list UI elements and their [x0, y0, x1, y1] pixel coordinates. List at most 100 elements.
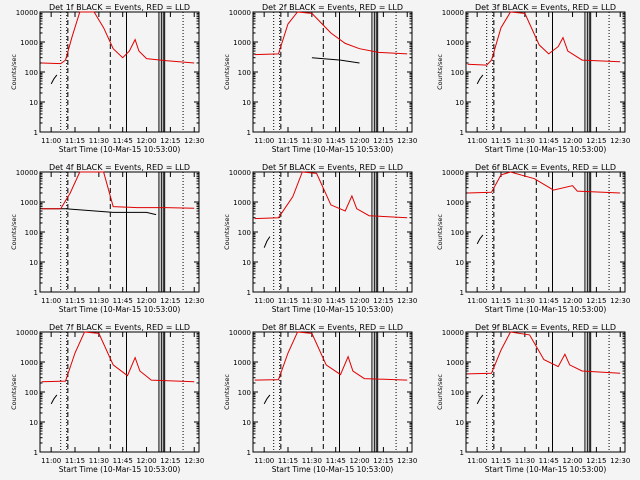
- x-tick-label: 12:15: [373, 297, 393, 305]
- y-tick-label: 10: [29, 259, 38, 267]
- x-tick-label: 11:15: [65, 457, 85, 465]
- x-tick-label: 11:45: [113, 457, 133, 465]
- x-tick-label: 11:15: [278, 457, 298, 465]
- y-tick-label: 1: [247, 129, 251, 137]
- detector-panel-2: Det 2f BLACK = Events, RED = LLD 1 10 100 10…: [223, 3, 417, 154]
- lld-series-line: [467, 171, 621, 194]
- y-tick-label: 1: [34, 289, 38, 297]
- events-series-line: [50, 74, 58, 85]
- y-axis-label: Counts/sec: [223, 374, 231, 410]
- panel-title: Det 1f BLACK = Events, RED = LLD: [49, 3, 190, 12]
- x-tick-label: 11:00: [41, 297, 61, 305]
- x-tick-label: 12:15: [373, 457, 393, 465]
- x-tick-label: 11:45: [326, 297, 346, 305]
- y-tick-label: 10: [455, 99, 464, 107]
- x-tick-label: 11:45: [326, 457, 346, 465]
- x-tick-label: 12:15: [586, 137, 606, 145]
- y-tick-label: 10: [242, 259, 251, 267]
- y-tick-label: 10000: [229, 169, 251, 177]
- y-tick-label: 1: [460, 129, 464, 137]
- detector-panel-5: Det 5f BLACK = Events, RED = LLD 1 10 100 10…: [223, 163, 417, 314]
- x-tick-label: 12:15: [373, 137, 393, 145]
- x-tick-label: 12:00: [562, 137, 582, 145]
- x-tick-label: 12:30: [610, 297, 630, 305]
- y-axis-label: Counts/sec: [223, 54, 231, 90]
- plot-frame: [252, 171, 413, 293]
- y-tick-label: 10000: [442, 169, 464, 177]
- events-series-line: [311, 57, 360, 64]
- x-axis-label: Start Time (10-Mar-15 10:53:00): [59, 145, 181, 154]
- x-tick-label: 11:00: [254, 137, 274, 145]
- detector-panel-9: Det 9f BLACK = Events, RED = LLD 1 10 100 10…: [436, 323, 630, 474]
- x-tick-label: 11:00: [467, 297, 487, 305]
- events-series-line: [263, 236, 271, 248]
- panel-title: Det 8f BLACK = Events, RED = LLD: [262, 323, 403, 332]
- y-tick-label: 100: [238, 69, 251, 77]
- y-tick-label: 10: [455, 419, 464, 427]
- y-tick-label: 10: [455, 259, 464, 267]
- y-tick-label: 10: [242, 419, 251, 427]
- plot-frame: [465, 171, 626, 293]
- lld-series-line: [41, 171, 195, 210]
- plot-frame: [252, 331, 413, 453]
- events-series-line: [41, 208, 157, 216]
- x-tick-label: 11:00: [41, 137, 61, 145]
- y-tick-label: 10: [29, 99, 38, 107]
- panel-title: Det 4f BLACK = Events, RED = LLD: [49, 163, 190, 172]
- x-tick-label: 12:30: [397, 297, 417, 305]
- y-tick-label: 1000: [20, 39, 38, 47]
- y-tick-label: 1000: [20, 359, 38, 367]
- lld-series-line: [41, 331, 195, 383]
- x-tick-label: 11:00: [41, 457, 61, 465]
- y-tick-label: 1: [34, 129, 38, 137]
- y-axis-label: Counts/sec: [10, 214, 18, 250]
- plot-frame: [39, 11, 200, 133]
- x-tick-label: 11:45: [539, 137, 559, 145]
- x-tick-label: 12:30: [184, 457, 204, 465]
- x-tick-label: 11:15: [65, 137, 85, 145]
- x-tick-label: 12:00: [136, 297, 156, 305]
- detector-panel-3: Det 3f BLACK = Events, RED = LLD 1 10 100 10…: [436, 3, 630, 154]
- panel-title: Det 6f BLACK = Events, RED = LLD: [475, 163, 616, 172]
- y-axis-label: Counts/sec: [10, 54, 18, 90]
- y-tick-label: 1000: [233, 359, 251, 367]
- x-axis-label: Start Time (10-Mar-15 10:53:00): [272, 465, 394, 474]
- x-tick-label: 12:00: [562, 297, 582, 305]
- x-tick-label: 11:15: [491, 297, 511, 305]
- x-tick-label: 11:30: [89, 457, 109, 465]
- panel-title: Det 9f BLACK = Events, RED = LLD: [475, 323, 616, 332]
- plot-frame: [252, 11, 413, 133]
- plot-frame: [465, 11, 626, 133]
- y-tick-label: 100: [451, 389, 464, 397]
- x-tick-label: 11:15: [491, 457, 511, 465]
- lld-series-line: [254, 11, 408, 56]
- y-axis-label: Counts/sec: [436, 214, 444, 250]
- x-tick-label: 11:00: [254, 457, 274, 465]
- y-tick-label: 10000: [16, 329, 38, 337]
- x-tick-label: 11:45: [113, 297, 133, 305]
- x-tick-label: 11:15: [278, 297, 298, 305]
- y-tick-label: 1000: [446, 359, 464, 367]
- panel-title: Det 3f BLACK = Events, RED = LLD: [475, 3, 616, 12]
- y-tick-label: 10000: [16, 169, 38, 177]
- y-tick-label: 1000: [233, 199, 251, 207]
- x-tick-label: 12:00: [349, 137, 369, 145]
- plot-frame: [39, 171, 200, 293]
- x-tick-label: 12:15: [160, 297, 180, 305]
- x-tick-label: 11:45: [113, 137, 133, 145]
- x-tick-label: 11:30: [515, 457, 535, 465]
- y-tick-label: 10: [242, 99, 251, 107]
- y-tick-label: 1000: [233, 39, 251, 47]
- lld-series-line: [467, 11, 621, 66]
- x-tick-label: 11:45: [539, 297, 559, 305]
- lld-series-line: [254, 171, 408, 220]
- x-tick-label: 12:30: [610, 137, 630, 145]
- x-tick-label: 11:00: [467, 137, 487, 145]
- detector-panel-8: Det 8f BLACK = Events, RED = LLD 1 10 100 10…: [223, 323, 417, 474]
- y-tick-label: 100: [451, 69, 464, 77]
- y-axis-label: Counts/sec: [436, 54, 444, 90]
- y-tick-label: 1: [247, 449, 251, 457]
- x-tick-label: 11:15: [278, 137, 298, 145]
- y-tick-label: 10000: [229, 9, 251, 17]
